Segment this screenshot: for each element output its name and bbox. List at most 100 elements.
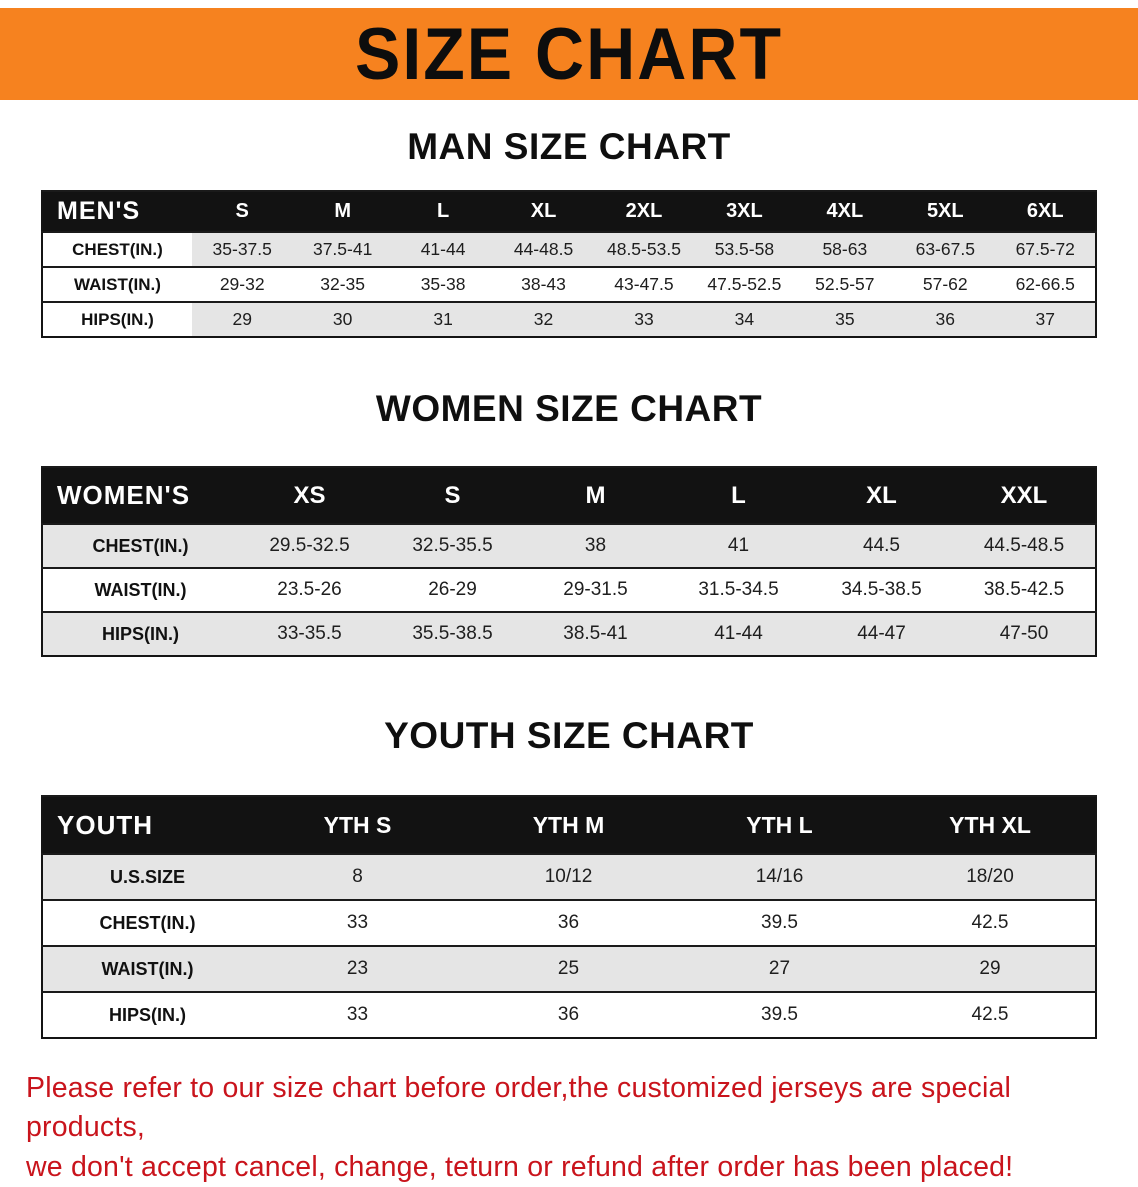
row-group-label: MEN'S [42, 191, 192, 232]
size-column-header: YTH S [252, 796, 463, 854]
measurement-value: 48.5-53.5 [593, 232, 695, 267]
measurement-value: 29-31.5 [563, 579, 628, 600]
size-column-header: XS [238, 467, 381, 524]
measurement-value: 30 [292, 302, 393, 337]
size-column-header: 5XL [895, 191, 996, 232]
measurement-value: 34.5-38.5 [841, 579, 922, 600]
measurement-label: CHEST(IN.) [99, 912, 196, 933]
measurement-row: HIPS(IN.) 29 30 31 32 33 34 35 36 37 [42, 302, 1096, 337]
measurement-value: 38-43 [521, 274, 566, 294]
row-group-label: WOMEN'S [42, 467, 238, 524]
measurement-value: 47.5-52.5 [707, 274, 782, 294]
measurement-value: 42.5 [971, 912, 1009, 933]
measurement-value: 36 [557, 1004, 580, 1025]
measurement-value: 37 [995, 302, 1096, 337]
measurement-row: WAIST(IN.) 29-32 32-35 35-38 38-43 43-47.5 47.… [42, 267, 1096, 302]
measurement-label: WAIST(IN.) [42, 946, 252, 992]
measurement-value: 38.5-42.5 [983, 579, 1065, 600]
row-group-label: YOUTH [42, 796, 252, 854]
measurement-value: 62-66.5 [1015, 274, 1075, 294]
men-size-table: MEN'S S M L XL 2XL 3XL 4XL 5XL 6XL CHEST(IN.) 35-37… [41, 190, 1097, 338]
size-column-header: XL [810, 467, 953, 524]
women-size-table: WOMEN'S XS S M L XL XXL CHEST(IN.) 29.5-32.5 32.5… [41, 466, 1097, 657]
size-column-header: L [667, 467, 810, 524]
measurement-row: CHEST(IN.) 29.5-32.5 32.5-35.5 38 41 44.5 44.5… [42, 524, 1096, 568]
measurement-label: HIPS(IN.) [42, 302, 192, 337]
measurement-row: WAIST(IN.) 23.5-26 26-29 29-31.5 31.5-34.5 34… [42, 568, 1096, 612]
measurement-value: 29-32 [219, 274, 265, 294]
measurement-value: 32.5-35.5 [381, 524, 524, 568]
measurement-value: 35.5-38.5 [381, 612, 524, 656]
size-chart-banner: SIZE CHART [0, 8, 1138, 100]
size-column-header: 6XL [995, 191, 1096, 232]
measurement-label: HIPS(IN.) [108, 1004, 186, 1025]
measurement-value: 39.5 [761, 1004, 798, 1025]
men-section-heading: MAN SIZE CHART [407, 126, 731, 167]
youth-section-heading: YOUTH SIZE CHART [384, 715, 754, 756]
measurement-value: 35-38 [420, 274, 466, 294]
measurement-value: 18/20 [885, 854, 1096, 900]
order-disclaimer: Please refer to our size chart before or… [26, 1069, 1112, 1187]
table-header-row: MEN'S S M L XL 2XL 3XL 4XL 5XL 6XL [42, 191, 1096, 232]
size-column-header: 3XL [694, 191, 795, 232]
measurement-value: 41-44 [667, 612, 810, 656]
measurement-value: 34 [694, 302, 795, 337]
measurement-row: CHEST(IN.) 33 36 39.5 42.5 [42, 900, 1096, 946]
measurement-label: WAIST(IN.) [42, 267, 192, 302]
measurement-value: 44-48.5 [493, 232, 594, 267]
page-title: SIZE CHART [355, 12, 783, 96]
measurement-value: 47-50 [953, 612, 1096, 656]
measurement-value: 43-47.5 [614, 274, 674, 294]
measurement-value: 58-63 [794, 232, 896, 267]
measurement-value: 29.5-32.5 [238, 524, 381, 568]
measurement-row: HIPS(IN.) 33-35.5 35.5-38.5 38.5-41 41-44 44-… [42, 612, 1096, 656]
size-column-header: YTH L [674, 796, 885, 854]
size-column-header: L [392, 191, 494, 232]
measurement-value: 44-47 [810, 612, 953, 656]
measurement-label: U.S.SIZE [42, 854, 252, 900]
measurement-label: HIPS(IN.) [42, 612, 238, 656]
measurement-value: 26-29 [428, 579, 477, 600]
measurement-value: 63-67.5 [895, 232, 996, 267]
measurement-value: 57-62 [922, 274, 968, 294]
measurement-value: 32 [493, 302, 594, 337]
measurement-row: HIPS(IN.) 33 36 39.5 42.5 [42, 992, 1096, 1038]
table-header-row: WOMEN'S XS S M L XL XXL [42, 467, 1096, 524]
measurement-value: 44.5 [810, 524, 953, 568]
table-header-row: YOUTH YTH S YTH M YTH L YTH XL [42, 796, 1096, 854]
women-section-heading: WOMEN SIZE CHART [375, 388, 763, 429]
measurement-row: U.S.SIZE 8 10/12 14/16 18/20 [42, 854, 1096, 900]
measurement-value: 35-37.5 [192, 232, 293, 267]
measurement-value: 53.5-58 [694, 232, 795, 267]
measurement-value: 67.5-72 [995, 232, 1096, 267]
measurement-value: 14/16 [674, 854, 885, 900]
size-column-header: YTH M [463, 796, 674, 854]
measurement-value: 25 [463, 946, 674, 992]
measurement-value: 32-35 [320, 274, 366, 294]
measurement-label: CHEST(IN.) [42, 524, 238, 568]
measurement-label: CHEST(IN.) [42, 232, 192, 267]
measurement-value: 38 [524, 524, 667, 568]
size-column-header: XL [493, 191, 594, 232]
measurement-value: 44.5-48.5 [953, 524, 1096, 568]
measurement-value: 33 [346, 1004, 369, 1025]
measurement-value: 8 [252, 854, 463, 900]
size-column-header: S [192, 191, 293, 232]
measurement-value: 39.5 [761, 912, 798, 933]
measurement-value: 31 [392, 302, 494, 337]
youth-size-table: YOUTH YTH S YTH M YTH L YTH XL U.S.SIZE 8 10/12… [41, 795, 1097, 1039]
size-column-header: YTH XL [885, 796, 1096, 854]
measurement-row: WAIST(IN.) 23 25 27 29 [42, 946, 1096, 992]
measurement-value: 27 [674, 946, 885, 992]
measurement-value: 23 [252, 946, 463, 992]
size-column-header: 2XL [593, 191, 695, 232]
size-column-header: S [381, 467, 524, 524]
size-column-header: M [292, 191, 393, 232]
measurement-value: 33 [346, 912, 369, 933]
measurement-value: 36 [895, 302, 996, 337]
measurement-value: 41-44 [392, 232, 494, 267]
measurement-value: 31.5-34.5 [698, 579, 779, 600]
measurement-value: 23.5-26 [277, 579, 342, 600]
disclaimer-line-2: we don't accept cancel, change, teturn o… [26, 1150, 1014, 1183]
measurement-value: 37.5-41 [292, 232, 393, 267]
